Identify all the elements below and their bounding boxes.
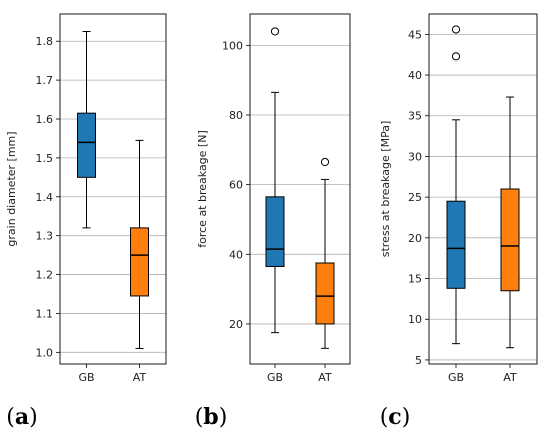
box-at xyxy=(315,157,335,349)
box-gb xyxy=(77,31,96,229)
panel-letter: c xyxy=(388,404,401,430)
box-at xyxy=(500,96,520,349)
panel-label: (c) xyxy=(380,404,411,430)
panel-letter: b xyxy=(203,404,218,430)
y-tick-label: 1.1 xyxy=(36,307,54,320)
iqr-box xyxy=(77,112,96,178)
plot-frame xyxy=(249,13,351,365)
y-tick-label: 30 xyxy=(408,150,422,163)
iqr-box xyxy=(315,262,335,325)
x-tick-label: GB xyxy=(267,371,283,384)
y-tick-label: 1.7 xyxy=(36,74,54,87)
y-tick-label: 10 xyxy=(408,313,422,326)
y-axis-label: force at breakage [N] xyxy=(196,130,209,248)
iqr-box xyxy=(446,200,466,289)
box-gb xyxy=(446,25,466,345)
x-tick-label: AT xyxy=(133,371,147,384)
iqr-box xyxy=(130,227,149,297)
box-at xyxy=(130,139,149,349)
y-tick-label: 20 xyxy=(229,318,243,331)
panel-label: (a) xyxy=(6,404,37,430)
y-tick-label: 35 xyxy=(408,110,422,123)
outlier-point xyxy=(451,25,461,34)
y-tick-label: 5 xyxy=(415,354,422,367)
y-tick-label: 1.2 xyxy=(36,269,54,282)
plot-frame xyxy=(428,13,538,365)
y-tick-label: 1.5 xyxy=(36,152,54,165)
outlier-point xyxy=(320,157,330,167)
y-tick-label: 20 xyxy=(408,232,422,245)
y-tick-label: 1.4 xyxy=(36,191,54,204)
y-tick-label: 40 xyxy=(408,69,422,82)
outlier-point xyxy=(451,52,461,61)
iqr-box xyxy=(500,188,520,292)
x-tick-label: GB xyxy=(78,371,94,384)
y-tick-label: 1.0 xyxy=(36,346,54,359)
panel-b: 20 40 60 80 100 GB AT force at breakage [N] (b) xyxy=(195,13,351,430)
y-tick-label: 25 xyxy=(408,191,422,204)
x-tick-label: AT xyxy=(318,371,332,384)
y-tick-label: 15 xyxy=(408,273,422,286)
outlier-point xyxy=(270,27,280,36)
x-tick-label: GB xyxy=(448,371,464,384)
y-tick-label: 1.6 xyxy=(36,113,54,126)
y-tick-label: 60 xyxy=(229,179,243,192)
y-tick-label: 1.8 xyxy=(36,35,54,48)
panel-label: (b) xyxy=(195,404,228,430)
y-axis-label: grain diameter [mm] xyxy=(5,131,18,246)
iqr-box xyxy=(265,196,285,267)
plot-frame xyxy=(59,13,167,365)
y-tick-label: 80 xyxy=(229,109,243,122)
box-gb xyxy=(265,27,285,334)
y-tick-label: 100 xyxy=(222,39,243,52)
panel-letter: a xyxy=(15,404,29,430)
panel-c: 5 10 15 20 25 30 35 40 45 GB AT stress at breakage … xyxy=(379,13,538,430)
y-tick-label: 45 xyxy=(408,28,422,41)
panel-a: 1.0 1.1 1.2 1.3 1.4 1.5 1.6 1.7 1.8 GB AT grain dia… xyxy=(5,13,167,430)
x-tick-label: AT xyxy=(503,371,517,384)
y-tick-label: 40 xyxy=(229,248,243,261)
y-axis-label: stress at breakage [MPa] xyxy=(379,121,392,258)
y-tick-label: 1.3 xyxy=(36,230,54,243)
